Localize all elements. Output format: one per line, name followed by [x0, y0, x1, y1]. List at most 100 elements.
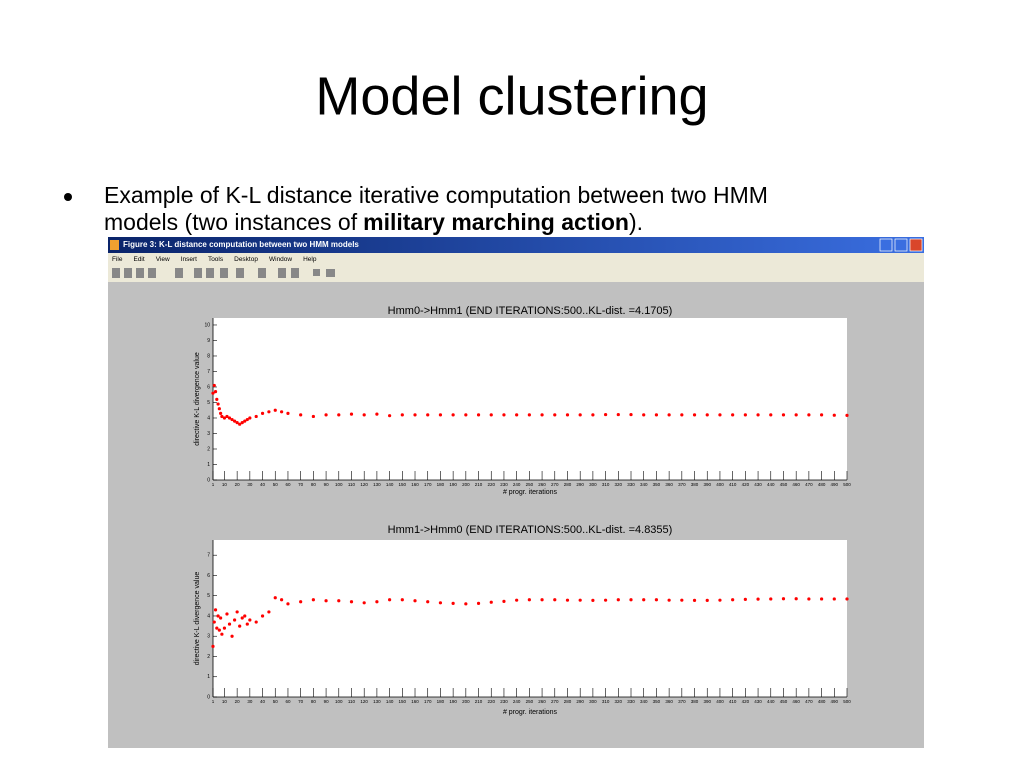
x-tick-label: 200: [462, 699, 470, 704]
data-point: [553, 598, 557, 602]
data-point: [248, 618, 252, 622]
menu-item[interactable]: Window: [269, 256, 292, 263]
data-point: [476, 601, 481, 606]
x-tick-label: 160: [411, 482, 419, 487]
tool-icon[interactable]: [136, 268, 144, 278]
tool-icon[interactable]: [326, 269, 335, 277]
menu-item[interactable]: File: [112, 256, 123, 263]
data-point: [232, 618, 237, 622]
x-tick-label: 50: [273, 699, 279, 704]
menu-item[interactable]: Tools: [208, 256, 224, 263]
tool-icon[interactable]: [148, 268, 156, 278]
x-tick-label: 100: [335, 699, 343, 704]
data-point: [578, 598, 582, 602]
x-tick-label: 200: [462, 482, 470, 487]
x-tick-label: 280: [564, 699, 572, 704]
x-tick-label: 90: [324, 699, 330, 704]
y-tick-label: 4: [207, 415, 210, 421]
close-button[interactable]: [909, 238, 923, 252]
x-tick-label: 120: [360, 482, 368, 487]
tool-icon[interactable]: [220, 268, 228, 278]
data-point: [794, 597, 798, 601]
menu-item[interactable]: Help: [303, 256, 317, 263]
data-point: [227, 622, 232, 626]
menu-item[interactable]: View: [156, 256, 170, 263]
y-tick-label: 1: [207, 462, 210, 468]
bullet-line: Example of K-L distance iterative comput…: [104, 182, 768, 208]
x-tick-label: 280: [564, 482, 572, 487]
data-point: [807, 413, 811, 417]
x-tick-label: 250: [526, 699, 534, 704]
x-tick-label: 70: [298, 482, 304, 487]
x-tick-label: 50: [273, 482, 279, 487]
tool-icon[interactable]: [206, 268, 214, 278]
data-point: [280, 410, 284, 414]
data-point: [215, 397, 219, 401]
data-point: [225, 612, 229, 616]
data-point: [426, 600, 430, 604]
menu-item[interactable]: Insert: [181, 256, 197, 263]
x-tick-label: 220: [487, 482, 495, 487]
bullet-line: models (two instances of military marchin…: [104, 209, 643, 235]
data-point: [438, 601, 443, 605]
data-point: [515, 413, 519, 417]
tool-icon[interactable]: [112, 268, 120, 278]
data-point: [527, 413, 531, 417]
data-point: [254, 620, 258, 624]
x-tick-label: 450: [780, 699, 788, 704]
x-tick-label: 10: [222, 482, 228, 487]
x-tick-label: 90: [324, 482, 330, 487]
data-point: [743, 413, 747, 417]
x-tick-label: 150: [399, 482, 407, 487]
data-point: [527, 598, 531, 602]
x-tick-label: 430: [754, 699, 762, 704]
tool-icon[interactable]: [236, 268, 244, 278]
data-point: [680, 598, 684, 602]
plot-area: [213, 318, 847, 480]
y-tick-label: 4: [207, 613, 210, 619]
x-tick-label: 120: [360, 699, 368, 704]
x-tick-label: 130: [373, 482, 381, 487]
tool-icon[interactable]: [313, 269, 320, 276]
data-point: [240, 421, 244, 425]
bullet-bold: military marching action: [363, 209, 629, 235]
x-tick-label: 320: [615, 699, 623, 704]
bullet-text: models (two instances of: [104, 209, 358, 235]
tool-icon[interactable]: [194, 268, 202, 278]
x-tick-label: 240: [513, 699, 521, 704]
data-point: [267, 410, 271, 414]
x-tick-label: 330: [627, 699, 635, 704]
x-tick-label: 210: [475, 699, 483, 704]
data-point: [286, 411, 290, 415]
x-tick-label: 140: [386, 699, 394, 704]
tool-icon[interactable]: [278, 268, 286, 278]
menu-item[interactable]: Edit: [133, 256, 144, 263]
x-tick-label: 40: [260, 482, 266, 487]
data-point: [705, 598, 709, 602]
data-point: [337, 413, 341, 417]
tool-icon[interactable]: [124, 268, 132, 278]
data-point: [413, 599, 417, 603]
maximize-button[interactable]: [894, 238, 908, 252]
x-tick-label: 500: [843, 482, 851, 487]
tool-icon[interactable]: [291, 268, 299, 278]
data-point: [642, 598, 646, 602]
x-tick-label: 390: [703, 699, 711, 704]
data-point: [769, 597, 773, 601]
data-point: [731, 413, 735, 417]
x-tick-label: 300: [589, 699, 597, 704]
x-tick-label: 20: [235, 482, 241, 487]
tool-icon[interactable]: [258, 268, 266, 278]
x-tick-label: 10: [222, 699, 228, 704]
x-tick-label: 300: [589, 482, 597, 487]
y-tick-label: 7: [207, 369, 210, 375]
x-tick-label: 370: [678, 699, 686, 704]
tool-icon[interactable]: [175, 268, 183, 278]
data-point: [642, 413, 646, 417]
y-tick-label: 3: [207, 634, 210, 640]
x-tick-label: 500: [843, 699, 851, 704]
menu-item[interactable]: Desktop: [234, 256, 258, 263]
data-point: [349, 412, 354, 416]
data-point: [286, 602, 290, 606]
minimize-button[interactable]: [879, 238, 893, 252]
